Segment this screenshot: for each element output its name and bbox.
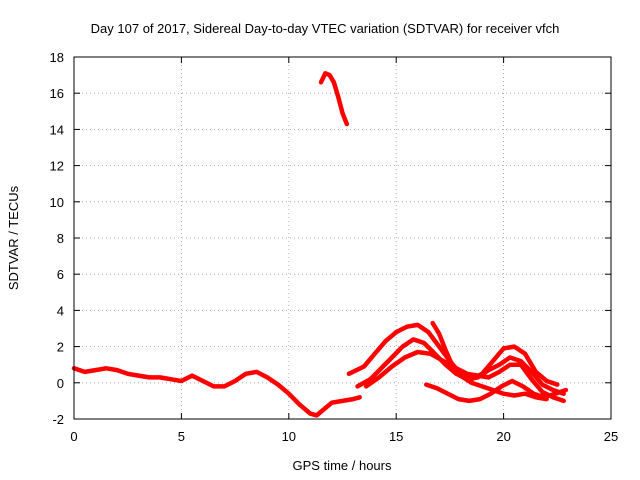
- axis-ticks: 0 5 10 15 20 25 -2 0 2 4 6 8 10 12 14 16 18: [50, 50, 619, 444]
- y-tick-label: 10: [50, 195, 64, 210]
- x-tick-label: 0: [70, 429, 77, 444]
- y-tick-label: 16: [50, 86, 64, 101]
- series-dip-arc: [424, 378, 569, 404]
- x-tick-label: 25: [604, 429, 618, 444]
- x-tick-label: 10: [282, 429, 296, 444]
- y-tick-label: 2: [57, 340, 64, 355]
- x-tick-label: 5: [178, 429, 185, 444]
- grid-lines: [74, 57, 611, 419]
- y-tick-label: 6: [57, 267, 64, 282]
- y-tick-label: -2: [52, 412, 64, 427]
- x-tick-label: 20: [496, 429, 510, 444]
- y-tick-label: 14: [50, 122, 64, 137]
- chart-title: Day 107 of 2017, Sidereal Day-to-day VTE…: [91, 21, 560, 36]
- x-tick-label: 15: [389, 429, 403, 444]
- plot-frame: [73, 56, 612, 420]
- y-tick-label: 4: [57, 303, 64, 318]
- y-tick-label: 18: [50, 50, 64, 65]
- series-lower-arc: [363, 349, 566, 404]
- y-tick-label: 12: [50, 159, 64, 174]
- series-high-segment: [318, 71, 350, 127]
- y-axis-label: SDTVAR / TECUs: [6, 185, 21, 290]
- data-series: [71, 71, 569, 418]
- y-tick-label: 0: [57, 376, 64, 391]
- x-axis-label: GPS time / hours: [293, 458, 392, 473]
- series-main-trace: [71, 366, 362, 418]
- series-late-arc: [430, 320, 549, 402]
- y-tick-label: 8: [57, 231, 64, 246]
